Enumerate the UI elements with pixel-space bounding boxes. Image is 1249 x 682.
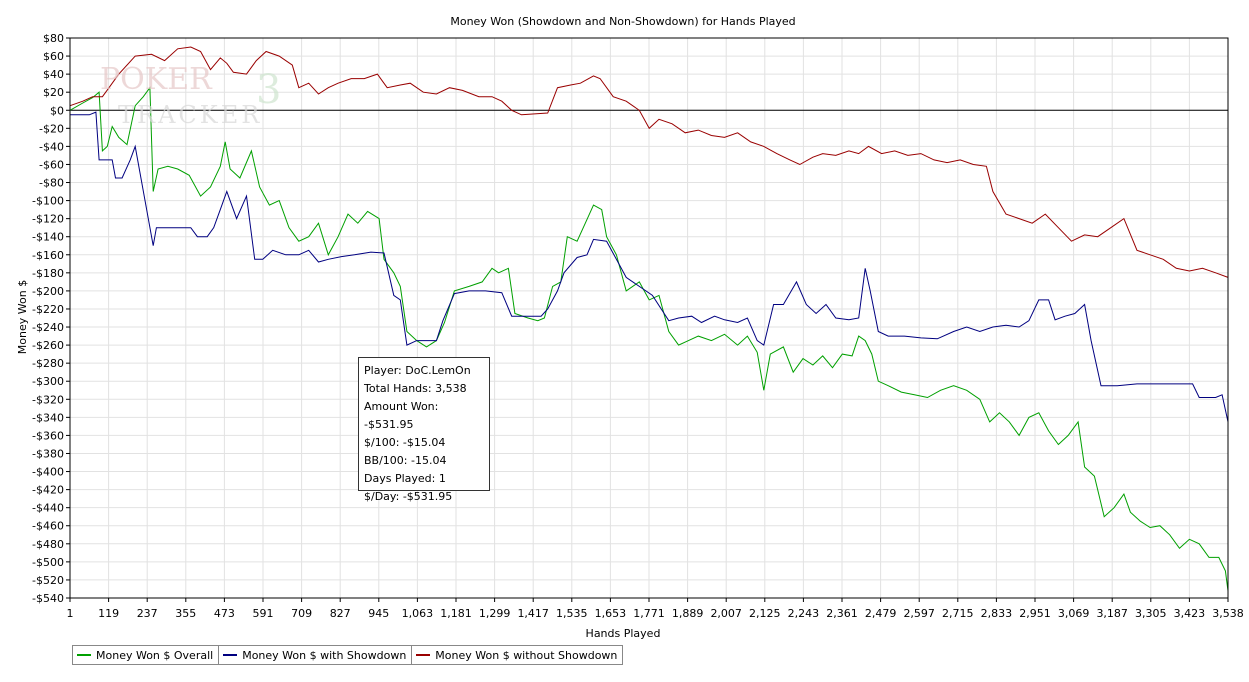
x-tick-label: 2,007	[710, 607, 742, 620]
y-tick-label: -$120	[32, 213, 64, 226]
chart-grid	[69, 37, 1229, 599]
y-tick-label: -$320	[32, 393, 64, 406]
y-tick-label: -$260	[32, 339, 64, 352]
x-tick-label: 2,479	[865, 607, 897, 620]
y-tick-label: $0	[50, 104, 64, 117]
series-line-1	[70, 111, 1229, 423]
info-amount-won: Amount Won: -$531.95	[364, 400, 439, 431]
x-tick-label: 2,951	[1019, 607, 1051, 620]
x-tick-label: 1,063	[402, 607, 434, 620]
y-tick-label: -$40	[39, 140, 64, 153]
series-line-0	[69, 86, 1229, 591]
info-per-100: $/100: -$15.04	[364, 436, 446, 449]
y-tick-label: -$140	[32, 231, 64, 244]
y-tick-label: $60	[43, 50, 64, 63]
x-tick-label: 827	[330, 607, 351, 620]
x-tick-label: 2,125	[749, 607, 781, 620]
y-tick-label: -$520	[32, 574, 64, 587]
info-per-day: $/Day: -$531.95	[364, 490, 453, 503]
y-tick-label: -$180	[32, 267, 64, 280]
x-tick-label: 1,535	[556, 607, 588, 620]
y-tick-label: -$80	[39, 177, 64, 190]
y-tick-label: -$200	[32, 285, 64, 298]
x-tick-label: 2,715	[942, 607, 974, 620]
info-total-hands: Total Hands: 3,538	[364, 382, 467, 395]
plot-frame	[69, 37, 1229, 599]
x-tick-label: 1,771	[633, 607, 665, 620]
y-tick-label: $20	[43, 86, 64, 99]
x-tick-label: 119	[98, 607, 119, 620]
series-line-2	[69, 46, 1229, 278]
chart-title: Money Won (Showdown and Non-Showdown) fo…	[450, 15, 795, 28]
y-tick-label: -$480	[32, 538, 64, 551]
x-tick-label: 1,889	[672, 607, 704, 620]
y-tick-label: -$540	[32, 592, 64, 605]
y-axis-title: Money Won $	[16, 280, 29, 354]
y-tick-label: -$60	[39, 158, 64, 171]
y-tick-label: -$440	[32, 502, 64, 515]
y-tick-label: -$380	[32, 447, 64, 460]
y-tick-label: $80	[43, 32, 64, 45]
y-tick-label: -$460	[32, 520, 64, 533]
x-tick-label: 2,833	[981, 607, 1013, 620]
legend-item-with-showdown[interactable]: Money Won $ with Showdown	[219, 646, 413, 664]
legend-item-overall[interactable]: Money Won $ Overall	[73, 646, 220, 664]
y-tick-label: -$220	[32, 303, 64, 316]
x-tick-label: 1,653	[595, 607, 627, 620]
x-tick-label: 473	[214, 607, 235, 620]
legend-label-without-showdown: Money Won $ without Showdown	[435, 648, 618, 662]
chart-legend: Money Won $ Overall Money Won $ with Sho…	[72, 645, 624, 665]
y-tick-label: -$360	[32, 429, 64, 442]
y-tick-label: $40	[43, 68, 64, 81]
x-tick-label: 1,417	[517, 607, 549, 620]
y-tick-label: -$240	[32, 321, 64, 334]
legend-label-with-showdown: Money Won $ with Showdown	[242, 648, 407, 662]
player-info-box: Player: DoC.LemOn Total Hands: 3,538 Amo…	[358, 357, 490, 503]
x-tick-label: 1	[67, 607, 74, 620]
info-days-played: Days Played: 1	[364, 472, 446, 485]
info-player: Player: DoC.LemOn	[364, 364, 471, 377]
y-tick-label: -$340	[32, 411, 64, 424]
x-tick-label: 237	[137, 607, 158, 620]
y-axis-ticks: $80 $60 $40 $20 $0 -$20 -$40 -$60 -$80 -$100 -$120…	[32, 32, 70, 605]
x-tick-label: 709	[291, 607, 312, 620]
y-tick-label: -$20	[39, 122, 64, 135]
legend-label-overall: Money Won $ Overall	[96, 648, 214, 662]
x-tick-label: 2,597	[903, 607, 935, 620]
x-tick-label: 1,299	[479, 607, 511, 620]
y-tick-label: -$420	[32, 484, 64, 497]
x-tick-label: 3,305	[1135, 607, 1167, 620]
legend-swatch-with-showdown	[223, 654, 238, 656]
x-tick-label: 3,069	[1058, 607, 1090, 620]
y-tick-label: -$160	[32, 249, 64, 262]
y-tick-label: -$500	[32, 556, 64, 569]
y-tick-label: -$300	[32, 375, 64, 388]
series-group	[69, 46, 1229, 591]
x-tick-label: 1,181	[440, 607, 472, 620]
x-tick-label: 2,243	[788, 607, 820, 620]
x-tick-label: 3,187	[1096, 607, 1128, 620]
x-tick-label: 945	[368, 607, 389, 620]
legend-swatch-overall	[77, 654, 91, 656]
legend-swatch-without-showdown	[416, 654, 431, 656]
x-tick-label: 3,538	[1212, 607, 1244, 620]
x-tick-label: 2,361	[826, 607, 858, 620]
x-tick-label: 3,423	[1174, 607, 1206, 620]
info-bb-100: BB/100: -15.04	[364, 454, 447, 467]
x-tick-label: 591	[253, 607, 274, 620]
x-tick-label: 355	[175, 607, 196, 620]
y-tick-label: -$400	[32, 466, 64, 479]
x-axis-ticks: 1 119 237 355 473 591 709 827 945 1,063 1,181 1,299…	[67, 598, 1244, 620]
y-tick-label: -$280	[32, 357, 64, 370]
x-axis-title: Hands Played	[586, 627, 661, 640]
legend-item-without-showdown[interactable]: Money Won $ without Showdown	[412, 646, 622, 664]
y-tick-label: -$100	[32, 195, 64, 208]
